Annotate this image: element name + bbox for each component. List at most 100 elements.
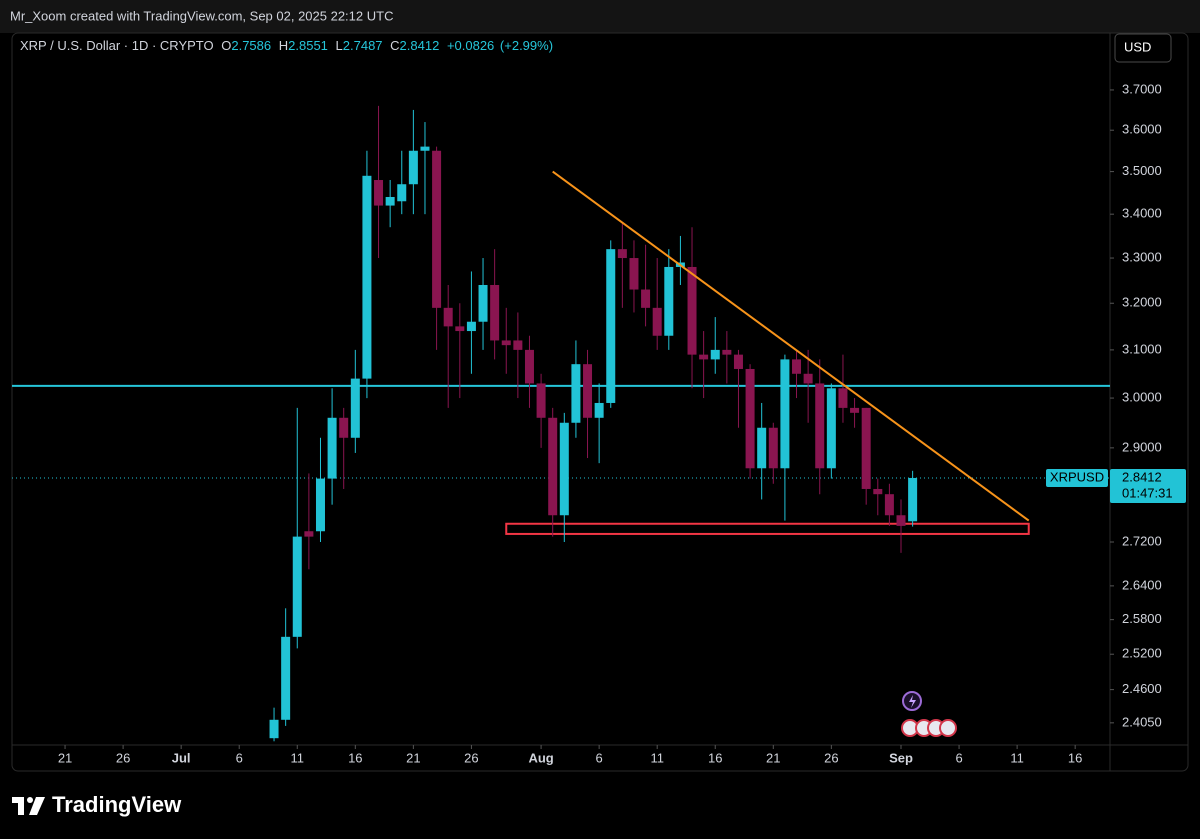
chart-panel (11, 32, 1189, 772)
candle-body (304, 531, 314, 537)
candle-body (873, 488, 883, 495)
candle-body (594, 402, 604, 418)
credit: Mr_Xoom created with TradingView.com, Se… (10, 8, 393, 23)
candle-body (629, 258, 639, 290)
y-tick-label: 2.7200 (1122, 533, 1162, 548)
y-tick-label: 2.9000 (1122, 439, 1162, 454)
x-tick-label: 26 (464, 750, 478, 765)
x-tick-label: 16 (348, 750, 362, 765)
legend-row: XRP / U.S. Dollar · 1D · CRYPTO O2.7586 … (20, 38, 553, 53)
candle-body (617, 249, 627, 259)
logo-shape (29, 797, 45, 815)
ohlc-value: 2.8551 (288, 38, 328, 53)
candle-body (524, 349, 534, 384)
candle-body (385, 196, 395, 206)
x-tick-label: 21 (406, 750, 420, 765)
candle-body (722, 349, 732, 355)
x-tick-label: Sep (889, 750, 913, 765)
candle-body (710, 349, 720, 360)
plot-area (12, 105, 1110, 742)
x-tick-label: 21 (766, 750, 780, 765)
top-bar (0, 0, 1200, 33)
candle-body (571, 364, 581, 423)
candle-body (559, 422, 569, 516)
candle-body (606, 249, 616, 403)
x-tick-label: Aug (528, 750, 553, 765)
y-tick-label: 2.5200 (1122, 646, 1162, 661)
candle-body (838, 388, 848, 408)
y-tick-label: 3.2000 (1122, 295, 1162, 310)
candle-body (339, 417, 349, 438)
currency[interactable]: USD (1124, 39, 1151, 54)
y-tick-label: 3.1000 (1122, 341, 1162, 356)
candle-body (397, 184, 407, 202)
candle-body (745, 368, 755, 469)
event-icon (909, 695, 916, 708)
candle-body (548, 417, 558, 516)
x-tick-label: 21 (58, 750, 72, 765)
candle-body (432, 150, 442, 308)
price-label-box (1110, 468, 1186, 503)
candle-body (733, 354, 743, 369)
symbol: XRP / U.S. Dollar · 1D · CRYPTO (20, 38, 214, 53)
ohlc-label: O (221, 38, 231, 53)
ohlc-value: 2.8412 (400, 38, 440, 53)
y-tick-label: 3.5000 (1122, 163, 1162, 178)
candle-body (374, 180, 384, 206)
candle-body (780, 359, 790, 469)
candle-body (803, 373, 813, 384)
ohlc-label: L (336, 38, 343, 53)
x-tick-label: 26 (824, 750, 838, 765)
support-zone (505, 522, 1030, 535)
ohlc-value: 2.7487 (343, 38, 383, 53)
x-tick-label: 11 (650, 750, 664, 765)
candle-body (281, 636, 291, 720)
candle-body (641, 289, 651, 308)
countdown: 01:47:31 (1122, 485, 1173, 500)
event-icons (901, 691, 957, 737)
price-label: 2.8412 (1122, 469, 1162, 484)
candle-body (826, 388, 836, 469)
y-tick-label: 3.0000 (1122, 390, 1162, 405)
candle-body (408, 150, 418, 185)
y-tick-label: 3.7000 (1122, 81, 1162, 96)
brand: TradingView (52, 792, 182, 817)
ohlc-value: 2.7586 (231, 38, 271, 53)
change-pct: (+2.99%) (500, 38, 553, 53)
x-tick-label: 6 (596, 750, 603, 765)
event-icon (939, 719, 957, 737)
x-tick-label: 26 (116, 750, 130, 765)
y-tick-label: 3.4000 (1122, 206, 1162, 221)
candle-body (536, 383, 546, 418)
symbol-label-box (1046, 468, 1108, 487)
candle-body (269, 719, 279, 739)
ohlc-label: C (390, 38, 399, 53)
candle-body (478, 284, 488, 322)
candle-body (908, 477, 918, 522)
candle-body (501, 340, 511, 346)
candle-body (455, 326, 465, 332)
logo-shape (27, 797, 33, 803)
symbol-label: XRPUSD (1050, 469, 1104, 484)
candle-body (664, 266, 674, 336)
candle-body (768, 427, 778, 469)
y-tick-label: 3.3000 (1122, 249, 1162, 264)
x-tick-label: 6 (955, 750, 962, 765)
candle-body (884, 494, 894, 516)
candle-body (861, 407, 871, 489)
candle-body (850, 407, 860, 413)
candle-body (420, 146, 430, 151)
trendline (552, 170, 1030, 522)
candle-body (757, 427, 767, 469)
currency-button[interactable] (1114, 33, 1172, 63)
candle-body (513, 340, 523, 350)
x-tick-label: 16 (1068, 750, 1082, 765)
candle-body (466, 321, 476, 332)
y-tick-label: 2.6400 (1122, 577, 1162, 592)
brand-logo (12, 797, 45, 815)
y-tick-label: 2.4600 (1122, 681, 1162, 696)
candle-body (327, 417, 337, 479)
change: +0.0826 (447, 38, 494, 53)
candle-body (699, 354, 709, 360)
